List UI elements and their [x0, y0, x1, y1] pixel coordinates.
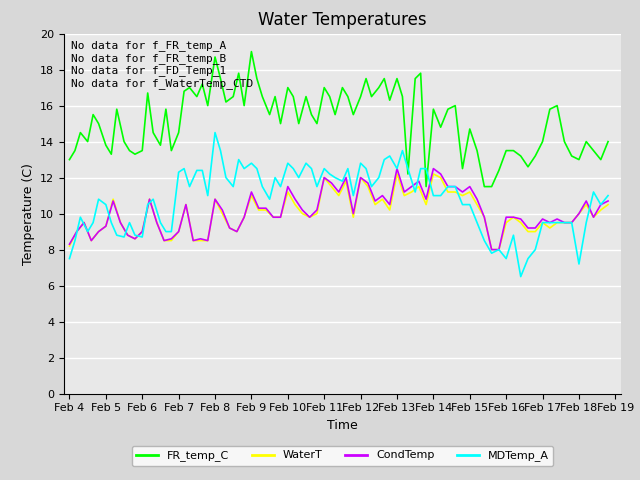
MDTemp_A — [326, 171, 333, 177]
Legend: FR_temp_C, WaterT, CondTemp, MDTemp_A: FR_temp_C, WaterT, CondTemp, MDTemp_A — [132, 446, 553, 466]
CondTemp — [561, 220, 568, 226]
MDTemp_A — [604, 192, 612, 199]
CondTemp — [393, 166, 401, 171]
CondTemp — [66, 241, 74, 247]
FR_temp_C — [149, 130, 157, 135]
WaterT — [509, 214, 517, 220]
CondTemp — [524, 225, 532, 231]
CondTemp — [481, 214, 488, 220]
WaterT — [604, 202, 612, 207]
FR_temp_C — [422, 184, 430, 190]
FR_temp_C — [582, 139, 590, 144]
WaterT — [524, 228, 532, 234]
MDTemp_A — [248, 160, 255, 166]
FR_temp_C — [66, 156, 74, 162]
WaterT — [561, 220, 568, 226]
CondTemp — [604, 198, 612, 204]
X-axis label: Time: Time — [327, 419, 358, 432]
FR_temp_C — [222, 99, 230, 105]
Line: CondTemp: CondTemp — [70, 168, 608, 250]
Line: FR_temp_C: FR_temp_C — [70, 51, 608, 187]
FR_temp_C — [240, 103, 248, 108]
Title: Water Temperatures: Water Temperatures — [258, 11, 427, 29]
MDTemp_A — [211, 130, 219, 135]
WaterT — [488, 247, 495, 252]
CondTemp — [488, 247, 495, 252]
FR_temp_C — [326, 94, 333, 99]
CondTemp — [109, 198, 117, 204]
MDTemp_A — [149, 196, 157, 202]
FR_temp_C — [217, 76, 225, 82]
FR_temp_C — [604, 139, 612, 144]
WaterT — [393, 171, 401, 177]
Line: WaterT: WaterT — [70, 174, 608, 250]
Line: MDTemp_A: MDTemp_A — [70, 132, 608, 276]
WaterT — [109, 196, 117, 202]
Text: No data for f_FR_temp_A
No data for f_FR_temp_B
No data for f_FD_Temp_1
No data : No data for f_FR_temp_A No data for f_FR… — [71, 40, 253, 89]
WaterT — [502, 220, 510, 226]
Y-axis label: Temperature (C): Temperature (C) — [22, 163, 35, 264]
MDTemp_A — [222, 175, 230, 180]
WaterT — [66, 243, 74, 249]
FR_temp_C — [248, 48, 255, 54]
CondTemp — [509, 214, 517, 220]
MDTemp_A — [66, 256, 74, 262]
MDTemp_A — [582, 220, 590, 226]
CondTemp — [502, 214, 510, 220]
MDTemp_A — [517, 274, 525, 279]
WaterT — [481, 214, 488, 220]
MDTemp_A — [229, 184, 237, 190]
